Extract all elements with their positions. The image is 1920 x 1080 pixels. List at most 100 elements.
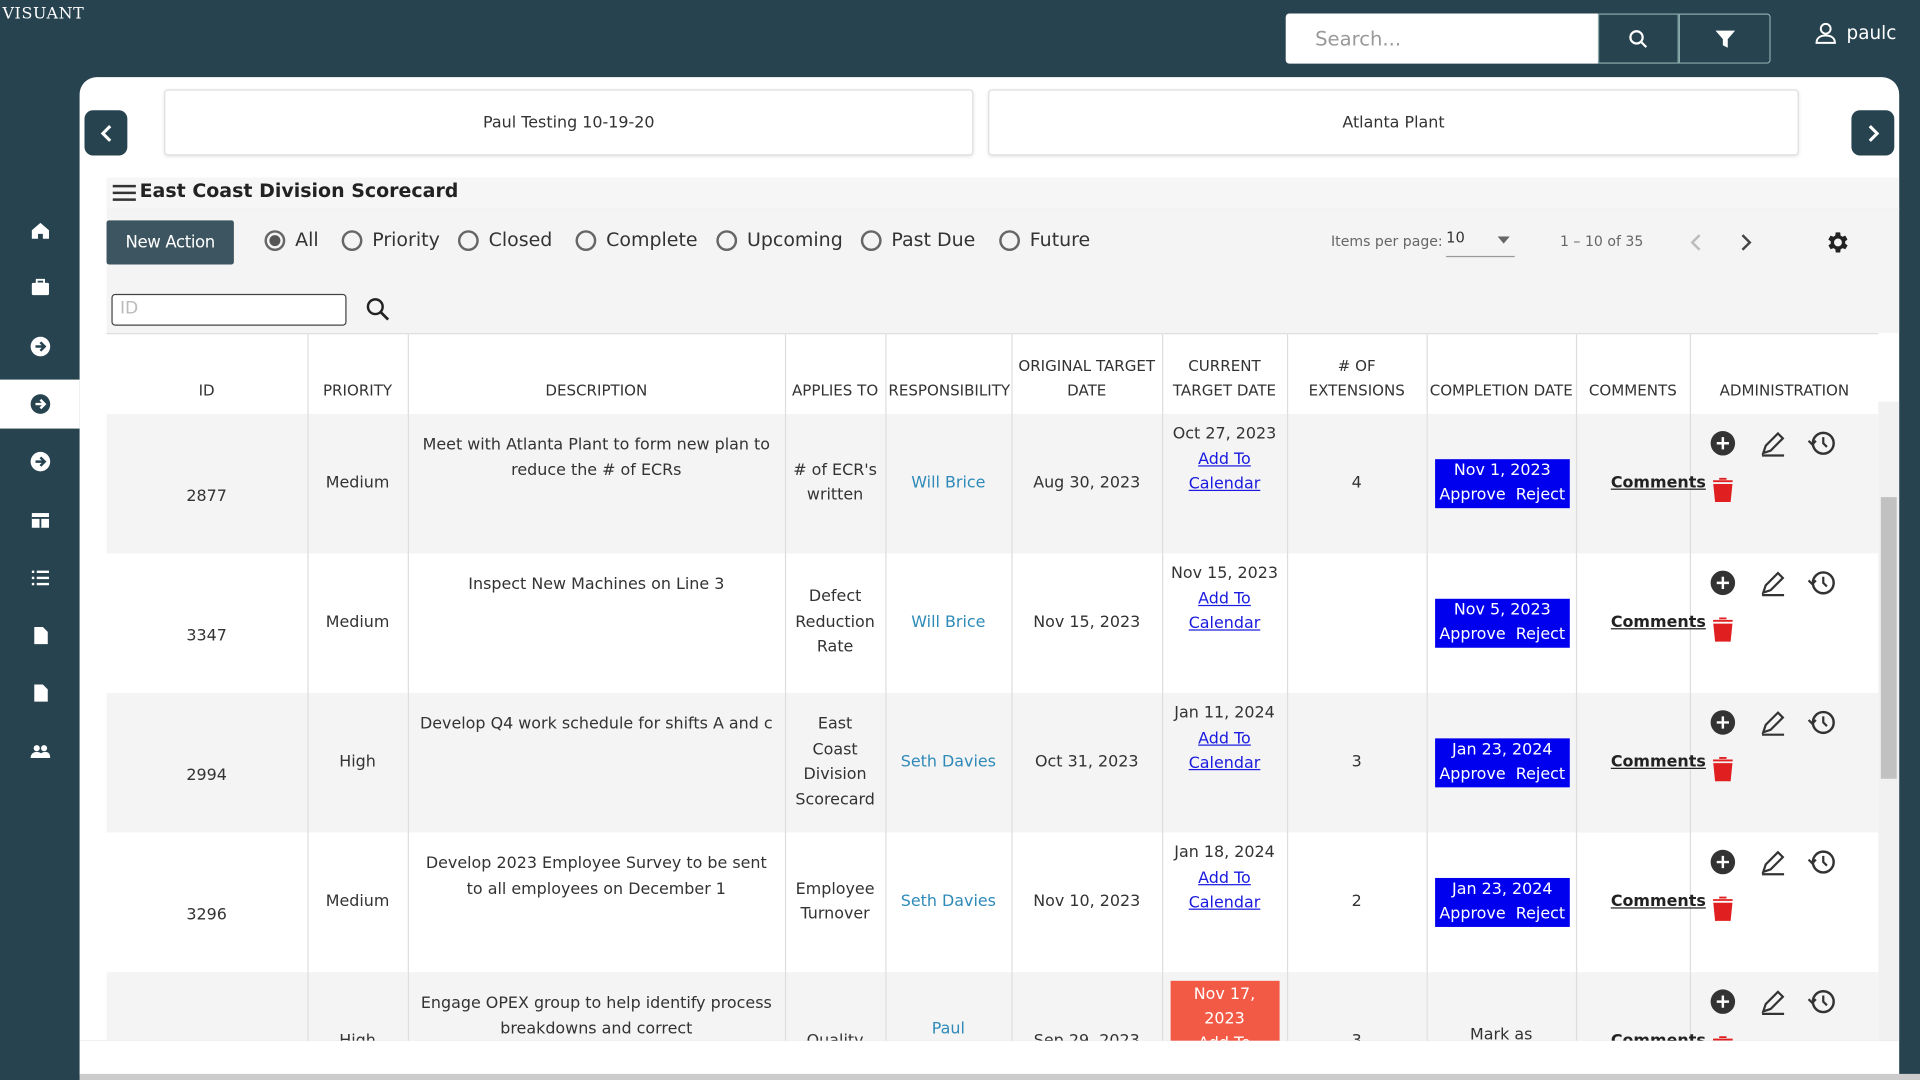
admin-icons[interactable] (1700, 987, 1878, 1041)
approve-link[interactable]: Approve (1439, 765, 1506, 784)
comments-link[interactable]: Comments (1610, 752, 1706, 772)
approve-link[interactable]: Approve (1439, 904, 1506, 923)
mark-complete[interactable]: Mark as Complete (1470, 1025, 1533, 1041)
reject-link[interactable]: Reject (1515, 765, 1566, 784)
radio-label: Future (1029, 228, 1091, 252)
nav-item[interactable] (0, 322, 80, 371)
admin-icons[interactable] (1700, 708, 1878, 791)
tab[interactable]: Paul Testing 10-19-20 (164, 89, 974, 156)
comments-link[interactable]: Comments (1610, 613, 1706, 632)
nav-item[interactable] (0, 437, 80, 486)
reject-link[interactable]: Reject (1515, 904, 1566, 923)
completion-date: Jan 23, 2024 (1452, 740, 1553, 759)
comments-link[interactable]: Comments (1610, 892, 1706, 911)
extensions: 2 (1351, 892, 1362, 911)
admin-icons[interactable] (1700, 847, 1878, 930)
filter-radio[interactable]: Priority (341, 229, 440, 251)
header-row: ID PRIORITY DESCRIPTION APPLIES TO RESPONSIB… (106, 333, 1879, 414)
reject-link[interactable]: Reject (1515, 625, 1566, 644)
responsibility[interactable]: Will Brice (911, 613, 986, 632)
approve-link[interactable]: Approve (1439, 485, 1506, 505)
scroll-thumb[interactable] (1880, 497, 1897, 779)
filter-radio[interactable]: Past Due (860, 229, 975, 251)
responsibility[interactable]: Will Brice (911, 473, 986, 492)
nav-item[interactable] (0, 206, 80, 255)
radio-label: Complete (606, 228, 698, 252)
filter-radio[interactable]: Complete (575, 228, 698, 252)
nav-item[interactable] (0, 495, 80, 544)
admin-icons[interactable] (1700, 568, 1878, 651)
next-tab[interactable] (1851, 110, 1895, 156)
nav-item[interactable] (0, 553, 80, 602)
radio-circle (575, 229, 597, 251)
cell-extensions: 3 (1286, 693, 1427, 833)
original-target-date: Nov 10, 2023 (1033, 892, 1141, 911)
new-action-button[interactable]: New Action (106, 220, 234, 265)
cell-description: Develop 2023 Employee Survey to be sent … (407, 832, 785, 973)
page-range: 1 – 10 of 35 (1560, 232, 1644, 250)
id-search-icon[interactable] (366, 298, 390, 321)
comments-link[interactable]: Comments (1611, 1032, 1706, 1041)
user-menu[interactable]: paulc (1815, 22, 1896, 44)
items-per-page-select[interactable]: 10 (1446, 229, 1515, 258)
filter-radio[interactable]: Upcoming (716, 228, 843, 252)
responsibility[interactable]: Seth Davies (900, 892, 996, 911)
prev-page[interactable] (1689, 233, 1704, 253)
comments-link[interactable]: Comments (1610, 473, 1706, 492)
approve-link[interactable]: Approve (1439, 625, 1506, 644)
cell-id: 2877 (106, 413, 308, 554)
nav-item[interactable] (0, 611, 80, 660)
completion-box: Jan 23, 2024 Approve Reject (1434, 877, 1571, 927)
add-to-calendar[interactable]: Add To Calendar (1188, 868, 1261, 913)
column-header: APPLIES TO (784, 333, 886, 414)
add-to-calendar[interactable]: Add To Calendar (1188, 729, 1261, 773)
priority: Medium (325, 892, 390, 911)
filter-button[interactable] (1678, 13, 1771, 64)
nav-item[interactable] (0, 727, 80, 776)
priority: High (339, 752, 376, 772)
footer (79, 1040, 1900, 1076)
prev-tab[interactable] (84, 110, 128, 156)
add-to-calendar[interactable]: Add To Calendar (1174, 1032, 1276, 1041)
cell-description: Develop Q4 work schedule for shifts A an… (407, 693, 785, 833)
id-filter[interactable]: ID (111, 293, 347, 326)
responsibility[interactable]: Paul Campbell (931, 1019, 965, 1038)
column-header: CURRENT TARGET DATE (1161, 333, 1287, 414)
add-to-calendar[interactable]: Add To Calendar (1188, 450, 1261, 494)
filter-radio[interactable]: Closed (457, 228, 553, 252)
cell-current-target: Oct 27, 2023 Add To Calendar (1161, 413, 1287, 554)
approval-actions: Approve Reject (1439, 902, 1565, 926)
cell-current-target: Jan 11, 2024 Add To Calendar (1161, 693, 1287, 833)
action-id: 2994 (186, 766, 227, 785)
cell-comments: Comments (1575, 553, 1706, 694)
cell-comments: Comments (1575, 413, 1706, 554)
responsibility[interactable]: Seth Davies (900, 752, 996, 772)
completion-box: Jan 23, 2024 Approve Reject (1434, 738, 1571, 788)
nav-item[interactable] (0, 264, 80, 313)
menu-icon[interactable] (112, 184, 136, 202)
description: Inspect New Machines on Line 3 (468, 575, 725, 594)
filter-radio[interactable]: All (264, 229, 319, 251)
search-button[interactable] (1597, 13, 1679, 64)
radio-circle (716, 229, 738, 251)
settings-icon[interactable] (1824, 229, 1851, 256)
filter-radio[interactable]: Future (999, 229, 1090, 251)
next-page[interactable] (1739, 233, 1754, 253)
nav-item[interactable] (0, 669, 80, 718)
admin-icons[interactable] (1700, 429, 1878, 512)
search-input[interactable]: Search... (1285, 13, 1598, 64)
tab[interactable]: Atlanta Plant (988, 89, 1799, 156)
add-to-calendar[interactable]: Add To Calendar (1188, 589, 1261, 634)
reject-link[interactable]: Reject (1515, 485, 1566, 505)
radio-label: Upcoming (746, 228, 843, 252)
cell-priority: Medium (306, 413, 408, 554)
priority: High (339, 1032, 376, 1041)
completion-box: Nov 1, 2023 Approve Reject (1434, 458, 1571, 508)
description: Develop 2023 Employee Survey to be sent … (425, 854, 767, 899)
cell-id: 3296 (107, 833, 308, 973)
radio-circle (860, 229, 882, 251)
nav-item[interactable] (0, 379, 80, 429)
radio-label: Closed (488, 228, 553, 252)
approval-actions: Approve Reject (1439, 483, 1565, 507)
